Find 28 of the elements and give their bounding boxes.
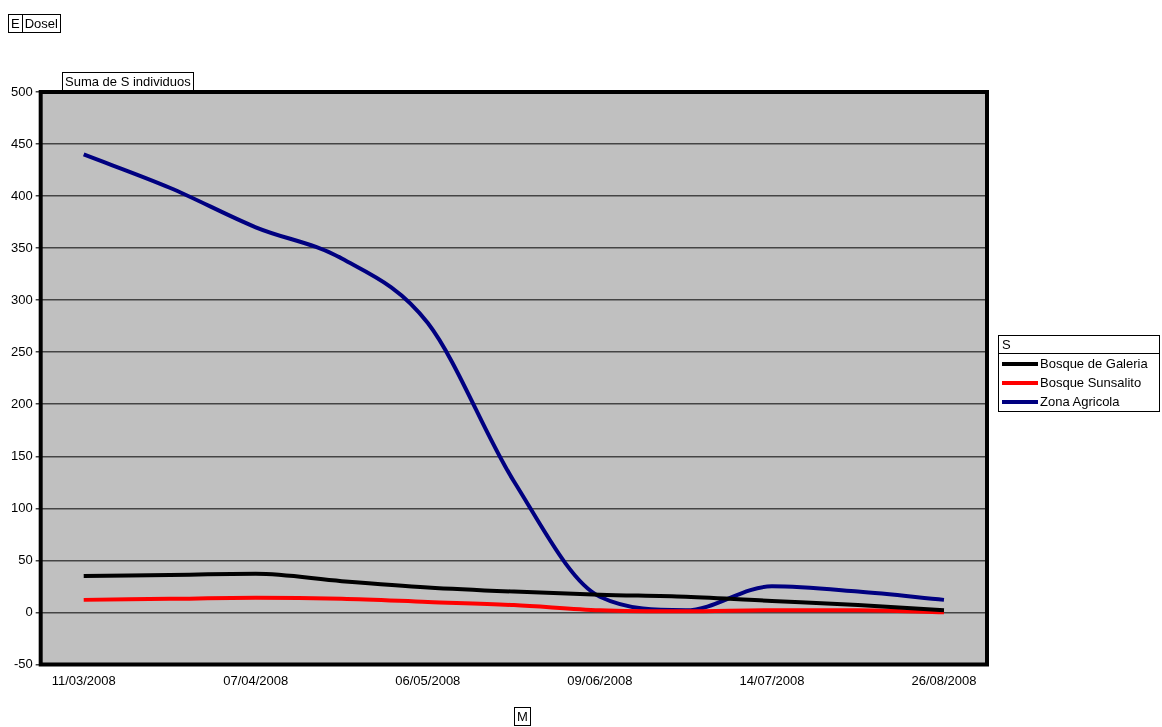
y-tick-label: 50 bbox=[18, 551, 33, 567]
x-axis-title: M bbox=[514, 707, 531, 726]
y-tick-label: 500 bbox=[10, 83, 33, 99]
y-tick-label: 100 bbox=[10, 499, 33, 515]
y-tick-label: 350 bbox=[10, 239, 33, 255]
x-tick-label: 09/06/2008 bbox=[567, 672, 633, 688]
y-tick-label: 400 bbox=[10, 187, 33, 203]
y-tick-label: 0 bbox=[25, 603, 33, 619]
y-tick-label: 450 bbox=[10, 135, 33, 151]
text: Dosel bbox=[21, 14, 61, 33]
y-tick-label: -50 bbox=[13, 655, 33, 671]
y-tick-label: 300 bbox=[10, 291, 33, 307]
line-series bbox=[81, 571, 946, 613]
line-series bbox=[81, 595, 946, 615]
legend-label: Bosque Sunsalito bbox=[1040, 375, 1142, 390]
y-axis-title: Suma de S individuos bbox=[62, 72, 194, 91]
legend-label: Zona Agricola bbox=[1040, 394, 1120, 409]
y-tick-label: 200 bbox=[10, 395, 33, 411]
x-tick-label: 07/04/2008 bbox=[223, 672, 289, 688]
y-tick-label: 150 bbox=[10, 447, 33, 463]
x-tick-label: 06/05/2008 bbox=[395, 672, 461, 688]
legend-title: S bbox=[999, 336, 1159, 354]
text: E bbox=[8, 14, 23, 33]
x-tick-label: 11/03/2008 bbox=[51, 672, 116, 688]
y-tick-label: 250 bbox=[10, 343, 33, 359]
x-tick-label: 14/07/2008 bbox=[739, 672, 805, 688]
x-tick-label: 26/08/2008 bbox=[911, 672, 977, 688]
legend-label: Bosque de Galeria bbox=[1040, 356, 1148, 371]
